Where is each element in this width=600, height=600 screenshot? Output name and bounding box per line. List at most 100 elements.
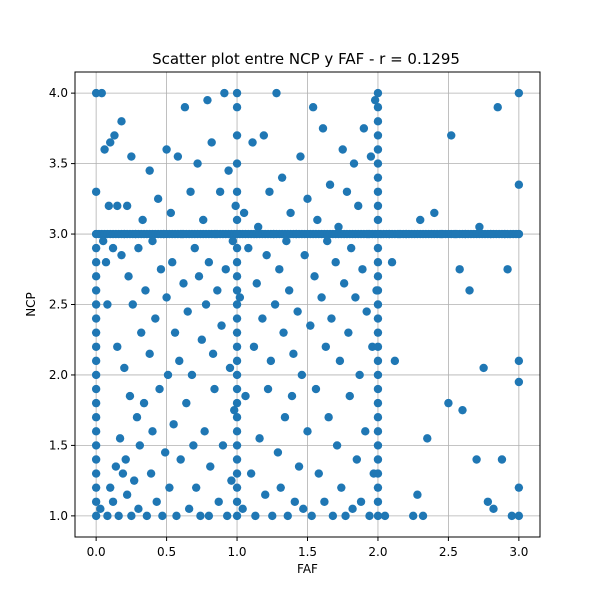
data-point xyxy=(373,243,383,253)
data-point xyxy=(373,300,383,309)
data-point xyxy=(276,483,285,492)
data-point xyxy=(91,455,101,464)
data-point xyxy=(175,356,184,366)
data-point xyxy=(253,222,263,232)
data-point xyxy=(334,222,343,232)
data-point xyxy=(358,265,367,274)
data-point xyxy=(91,356,101,366)
data-point xyxy=(199,215,208,225)
data-point xyxy=(262,250,271,260)
data-point xyxy=(204,511,214,521)
y-tick-label: 1.0 xyxy=(49,509,68,523)
data-point xyxy=(297,370,307,380)
data-point xyxy=(272,88,281,98)
data-point xyxy=(113,201,122,211)
data-point xyxy=(310,272,319,281)
data-point xyxy=(249,342,259,351)
data-point xyxy=(294,462,304,471)
data-point xyxy=(152,497,161,506)
data-point xyxy=(232,272,242,281)
data-point xyxy=(232,286,242,295)
data-point xyxy=(232,159,242,168)
data-point xyxy=(186,187,195,196)
data-point xyxy=(158,511,167,521)
data-point xyxy=(169,420,178,429)
data-point xyxy=(203,95,212,105)
data-point xyxy=(373,131,383,140)
data-point xyxy=(197,335,207,344)
data-point xyxy=(373,511,383,521)
data-point xyxy=(228,236,238,246)
data-point xyxy=(324,413,333,422)
data-point xyxy=(180,103,190,112)
data-point xyxy=(122,201,132,211)
data-point xyxy=(91,286,101,295)
data-point xyxy=(373,272,383,281)
data-point xyxy=(111,462,121,471)
data-point xyxy=(232,314,242,323)
data-point xyxy=(162,293,171,302)
data-point xyxy=(98,236,108,246)
data-point xyxy=(183,307,192,316)
data-point xyxy=(210,384,219,394)
data-point xyxy=(106,138,115,147)
data-point xyxy=(125,391,135,401)
data-point xyxy=(252,279,261,288)
data-point xyxy=(283,511,292,521)
data-point xyxy=(91,483,101,492)
data-point xyxy=(232,131,242,140)
data-point xyxy=(91,370,101,380)
data-point xyxy=(215,187,225,196)
data-point xyxy=(241,391,250,401)
data-point xyxy=(91,427,101,436)
data-point xyxy=(373,370,383,380)
data-point xyxy=(373,258,383,267)
data-point xyxy=(320,497,329,506)
data-point xyxy=(230,405,239,415)
data-point xyxy=(156,265,166,274)
data-point xyxy=(106,483,115,492)
data-point xyxy=(227,476,236,485)
data-point xyxy=(331,258,340,267)
data-point xyxy=(418,511,428,521)
data-point xyxy=(232,497,242,506)
data-point xyxy=(365,511,374,521)
data-point xyxy=(108,497,118,506)
data-point xyxy=(91,243,101,253)
data-point xyxy=(134,504,143,514)
data-point xyxy=(311,384,321,394)
data-point xyxy=(430,208,439,218)
data-point xyxy=(514,483,524,492)
data-point xyxy=(127,152,136,161)
data-point xyxy=(373,201,383,211)
data-point xyxy=(303,194,312,204)
data-point xyxy=(423,434,432,443)
data-point xyxy=(455,265,464,274)
data-point xyxy=(279,328,288,337)
data-point xyxy=(232,88,242,98)
data-point xyxy=(117,117,126,126)
data-point xyxy=(359,124,369,133)
data-point xyxy=(465,286,474,295)
data-point xyxy=(162,145,171,154)
data-point xyxy=(232,187,242,196)
data-point xyxy=(373,88,383,98)
data-point xyxy=(134,243,143,253)
data-point xyxy=(91,511,101,521)
data-point xyxy=(503,265,512,274)
data-point xyxy=(314,469,323,478)
data-point xyxy=(91,272,101,281)
data-point xyxy=(148,236,157,246)
x-tick-label: 1.0 xyxy=(227,545,246,559)
chart-title: Scatter plot entre NCP y FAF - r = 0.129… xyxy=(152,50,460,68)
data-point xyxy=(225,363,235,373)
data-point xyxy=(373,441,383,450)
data-point xyxy=(385,229,394,239)
data-point xyxy=(514,88,524,98)
data-point xyxy=(373,469,383,478)
x-tick-label: 1.5 xyxy=(298,545,317,559)
x-tick-label: 0.5 xyxy=(157,545,176,559)
data-point xyxy=(196,511,205,521)
data-point xyxy=(338,145,347,154)
data-point xyxy=(182,398,191,408)
